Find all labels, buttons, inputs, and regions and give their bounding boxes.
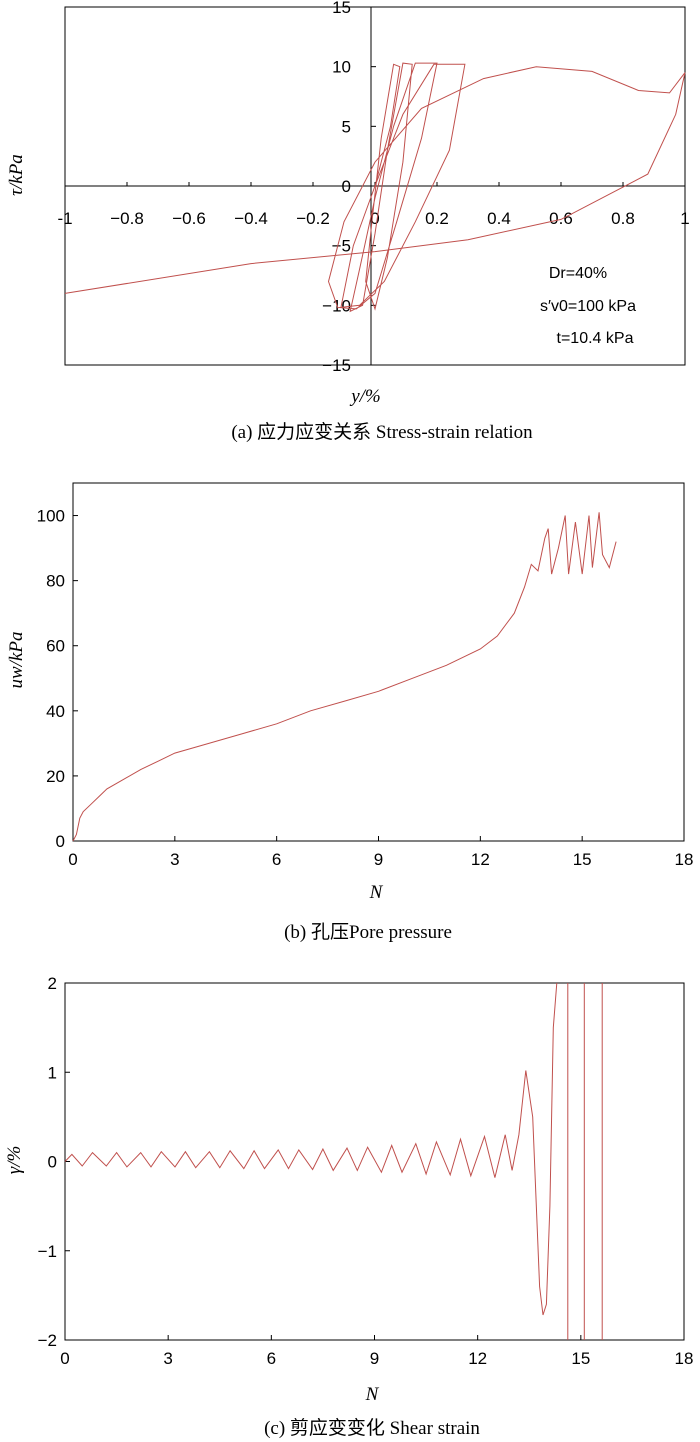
panel-a-series-line-0 xyxy=(64,62,686,313)
panel-a-x-tick-label: −0.2 xyxy=(296,209,330,228)
panel-b-x-tick-label: 9 xyxy=(374,850,383,869)
panel-b: 0 3 6 9 12 15 18 0 20 40 60 80 100 uw/kPa N (b) 孔压P… xyxy=(6,482,693,943)
panel-c-x-tick-label: 0 xyxy=(60,1349,69,1368)
panel-c-caption: (c) 剪应变变化 Shear strain xyxy=(264,1417,480,1439)
panel-b-y-tick-label: 0 xyxy=(56,832,65,851)
panel-a-x-tick-label: 0.4 xyxy=(487,209,511,228)
panel-a-x-ticks: -1 −0.8 −0.6 −0.4 −0.2 0 0.2 0.4 0.6 0.8 1 xyxy=(57,182,690,228)
panel-c-x-tick-label: 6 xyxy=(267,1349,276,1368)
panel-a-xlabel: y/% xyxy=(349,386,381,407)
panel-b-frame xyxy=(72,482,685,842)
panel-c-y-tick-label: 0 xyxy=(48,1153,57,1172)
panel-b-x-tick-label: 0 xyxy=(68,850,77,869)
panel-c-y-tick-label: 2 xyxy=(48,974,57,993)
panel-b-series xyxy=(72,512,617,842)
panel-a-x-tick-label: 0.2 xyxy=(425,209,449,228)
panel-c-x-tick-label: 15 xyxy=(571,1349,590,1368)
panel-b-ylabel: uw/kPa xyxy=(6,632,27,689)
panel-b-x-tick-label: 15 xyxy=(573,850,592,869)
panel-b-y-tick-label: 80 xyxy=(46,572,65,591)
panel-a-y-tick-label: 5 xyxy=(342,117,351,136)
panel-a-y-tick-label: 10 xyxy=(332,58,351,77)
panel-b-x-tick-label: 6 xyxy=(272,850,281,869)
panel-b-caption: (b) 孔压Pore pressure xyxy=(284,921,452,943)
panel-b-y-tick-label: 20 xyxy=(46,767,65,786)
panel-b-x-tick-label: 18 xyxy=(675,850,694,869)
panel-a-x-tick-label: −0.6 xyxy=(172,209,206,228)
panel-c-x-tick-label: 9 xyxy=(370,1349,379,1368)
panel-c-ylabel: γ/% xyxy=(4,1146,25,1175)
panel-c-x-tick-label: 3 xyxy=(163,1349,172,1368)
panel-b-x-tick-label: 12 xyxy=(471,850,490,869)
panel-c-y-ticks: −2 −1 0 1 2 xyxy=(38,974,70,1350)
panel-a-ylabel: τ/kPa xyxy=(6,154,27,196)
panel-b-y-tick-label: 60 xyxy=(46,637,65,656)
panel-b-series-line-0 xyxy=(72,512,617,842)
panel-c-series xyxy=(64,982,603,1340)
panel-b-xlabel: N xyxy=(369,882,384,903)
panel-c-xlabel: N xyxy=(365,1384,380,1405)
panel-c-x-ticks: 0 3 6 9 12 15 18 xyxy=(60,1335,693,1368)
panel-a-x-tick-label: −0.8 xyxy=(110,209,144,228)
panel-a-y-ticks: −15 −10 −5 0 5 10 15 xyxy=(322,0,376,375)
panel-b-y-tick-label: 40 xyxy=(46,702,65,721)
panel-a-caption: (a) 应力应变关系 Stress-strain relation xyxy=(231,421,533,443)
panel-c-x-tick-label: 12 xyxy=(468,1349,487,1368)
panel-c-y-tick-label: −2 xyxy=(38,1331,57,1350)
panel-a-y-tick-label: 0 xyxy=(342,177,351,196)
panel-b-y-ticks: 0 20 40 60 80 100 xyxy=(37,507,78,851)
panel-a-x-tick-label: 1 xyxy=(680,209,689,228)
panel-c-series-line-0 xyxy=(64,982,558,1316)
panel-b-y-tick-label: 100 xyxy=(37,507,65,526)
panel-a-x-tick-label: −0.4 xyxy=(234,209,268,228)
panel-a-x-tick-label: 0.6 xyxy=(549,209,573,228)
panel-a: -1 −0.8 −0.6 −0.4 −0.2 0 0.2 0.4 0.6 0.8 1 −15−10−… xyxy=(6,0,690,443)
panel-c-x-tick-label: 18 xyxy=(675,1349,694,1368)
panel-a-annotation-dr: Dr=40% xyxy=(549,265,607,282)
panel-a-y-tick-label: −5 xyxy=(332,237,351,256)
panel-a-x-tick-label: -1 xyxy=(57,209,72,228)
panel-a-y-tick-label: −15 xyxy=(322,356,351,375)
panel-a-x-tick-label: 0.8 xyxy=(611,209,635,228)
panel-c-y-tick-label: −1 xyxy=(38,1242,57,1261)
panel-a-series xyxy=(64,62,686,313)
panel-a-annotation-t: t=10.4 kPa xyxy=(557,330,634,347)
panel-a-x-tick-label: 0 xyxy=(370,209,379,228)
panel-a-annotation-sv0: s′v0=100 kPa xyxy=(540,298,636,315)
panel-c-frame xyxy=(64,982,685,1341)
panel-b-x-ticks: 0 3 6 9 12 15 18 xyxy=(68,836,693,869)
panel-a-y-tick-label: 15 xyxy=(332,0,351,17)
panel-b-x-tick-label: 3 xyxy=(170,850,179,869)
panel-c-y-tick-label: 1 xyxy=(48,1063,57,1082)
panel-a-y-tick-label: −10 xyxy=(322,296,351,315)
